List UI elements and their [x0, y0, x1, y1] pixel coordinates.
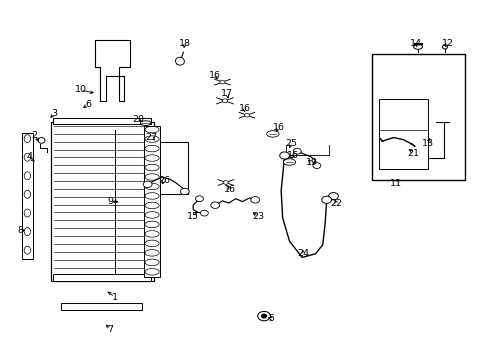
Text: 9: 9: [107, 197, 113, 206]
Ellipse shape: [283, 159, 295, 165]
Text: 27: 27: [145, 133, 157, 142]
Ellipse shape: [24, 135, 31, 143]
Text: 10: 10: [75, 85, 86, 94]
Text: 1: 1: [112, 292, 118, 302]
Bar: [144, 142, 188, 194]
Circle shape: [220, 80, 224, 84]
Ellipse shape: [24, 190, 31, 198]
Text: 22: 22: [330, 199, 342, 208]
Circle shape: [180, 188, 189, 195]
Text: 16: 16: [287, 151, 299, 160]
Text: 15: 15: [187, 212, 199, 221]
Ellipse shape: [442, 45, 447, 49]
Bar: [61, 303, 142, 310]
Text: 14: 14: [409, 39, 421, 48]
Circle shape: [321, 196, 331, 203]
Text: 8: 8: [18, 226, 23, 235]
Ellipse shape: [24, 228, 31, 235]
Circle shape: [244, 113, 249, 117]
Text: 5: 5: [268, 314, 274, 323]
Ellipse shape: [266, 131, 279, 137]
Text: 21: 21: [407, 149, 418, 158]
Text: 20: 20: [132, 115, 143, 124]
Text: 17: 17: [221, 89, 233, 98]
Ellipse shape: [24, 153, 31, 161]
Text: 16: 16: [272, 123, 284, 132]
Circle shape: [279, 152, 289, 159]
Text: 3: 3: [51, 109, 57, 118]
Text: 2: 2: [32, 130, 38, 139]
Bar: [53, 274, 150, 281]
Bar: [144, 126, 160, 277]
Circle shape: [223, 181, 228, 184]
Bar: [371, 54, 464, 180]
Ellipse shape: [140, 121, 151, 125]
Text: 16: 16: [209, 71, 221, 80]
Text: 16: 16: [224, 184, 235, 194]
Bar: [378, 99, 427, 169]
Text: 23: 23: [252, 212, 264, 221]
Circle shape: [143, 181, 152, 188]
Circle shape: [195, 196, 203, 202]
Circle shape: [261, 314, 266, 318]
Bar: [22, 133, 33, 259]
Bar: [53, 118, 150, 124]
Text: 7: 7: [107, 325, 113, 334]
Text: 18: 18: [179, 39, 190, 48]
Text: 4: 4: [26, 152, 32, 161]
Circle shape: [200, 210, 208, 216]
Circle shape: [257, 311, 270, 321]
Ellipse shape: [413, 44, 422, 49]
Text: 19: 19: [305, 158, 317, 167]
Text: 13: 13: [421, 139, 433, 148]
Text: 16: 16: [238, 104, 250, 112]
Circle shape: [210, 202, 219, 208]
Text: 26: 26: [158, 176, 169, 185]
Circle shape: [250, 197, 259, 203]
Circle shape: [312, 163, 320, 168]
Circle shape: [222, 99, 227, 103]
Text: 6: 6: [85, 100, 91, 109]
Ellipse shape: [175, 57, 184, 65]
Text: 24: 24: [297, 249, 308, 258]
Circle shape: [328, 193, 338, 200]
Text: 12: 12: [441, 39, 452, 48]
Ellipse shape: [24, 246, 31, 254]
Ellipse shape: [38, 138, 45, 143]
Text: 25: 25: [285, 139, 296, 148]
Ellipse shape: [24, 172, 31, 180]
Circle shape: [293, 148, 301, 154]
Bar: [51, 122, 154, 281]
Text: 11: 11: [389, 179, 401, 188]
Ellipse shape: [24, 209, 31, 217]
